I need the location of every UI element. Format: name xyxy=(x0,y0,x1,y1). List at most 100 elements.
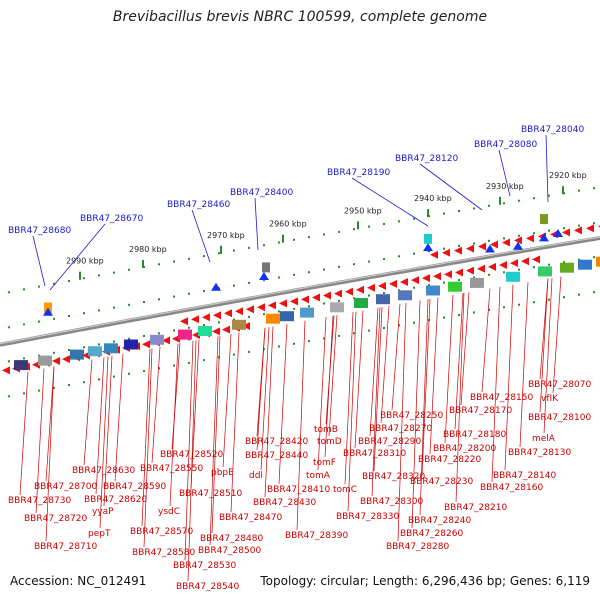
gene-arrow[interactable] xyxy=(477,264,485,273)
top-gene-label[interactable]: BBR47_28120 xyxy=(395,154,458,164)
feature-block[interactable] xyxy=(88,346,102,357)
feature-block[interactable] xyxy=(596,256,600,267)
gene-arrow[interactable] xyxy=(356,285,364,294)
gene-arrow[interactable] xyxy=(301,295,309,304)
feature-block[interactable] xyxy=(232,319,246,330)
feature-block[interactable] xyxy=(448,281,462,292)
gene-arrow[interactable] xyxy=(521,257,529,266)
bottom-gene-label[interactable]: BBR47_28170 xyxy=(449,406,512,416)
gene-arrow-upper[interactable] xyxy=(514,236,522,245)
bottom-gene-label[interactable]: BBR47_28330 xyxy=(336,512,399,522)
gene-arrow[interactable] xyxy=(466,266,474,275)
gene-arrow[interactable] xyxy=(334,289,342,298)
feature-block[interactable] xyxy=(124,339,138,350)
gene-arrow-lower[interactable] xyxy=(222,325,230,334)
bottom-gene-label[interactable]: yyaP xyxy=(92,507,114,517)
top-gene-label[interactable]: BBR47_28670 xyxy=(80,214,143,224)
top-gene-label[interactable]: BBR47_28460 xyxy=(167,200,230,210)
gene-arrow[interactable] xyxy=(422,274,430,283)
gene-arrow-lower[interactable] xyxy=(52,356,60,365)
gene-arrow[interactable] xyxy=(312,293,320,302)
gene-arrow[interactable] xyxy=(224,309,232,318)
bottom-gene-label[interactable]: BBR47_28230 xyxy=(410,477,473,487)
bottom-gene-label[interactable]: BBR47_28420 xyxy=(245,437,308,447)
bottom-gene-label[interactable]: BBR47_28620 xyxy=(84,495,147,505)
bottom-gene-label[interactable]: BBR47_28260 xyxy=(400,529,463,539)
feature-block[interactable] xyxy=(70,349,84,360)
bottom-gene-label[interactable]: BBR47_28540 xyxy=(176,582,239,592)
gene-arrow[interactable] xyxy=(433,272,441,281)
bottom-gene-label[interactable]: BBR47_28220 xyxy=(418,455,481,465)
gene-arrow[interactable] xyxy=(235,307,243,316)
feature-block[interactable] xyxy=(506,271,520,282)
bottom-gene-label[interactable]: pepT xyxy=(88,529,111,539)
bottom-gene-label[interactable]: BBR47_28700 xyxy=(34,482,97,492)
gene-arrow[interactable] xyxy=(532,255,540,264)
gene-arrow[interactable] xyxy=(213,311,221,320)
feature-block[interactable] xyxy=(578,259,592,270)
gene-arrow[interactable] xyxy=(389,279,397,288)
bottom-gene-label[interactable]: tomC xyxy=(333,485,357,495)
bottom-gene-label[interactable]: tomD xyxy=(317,437,342,447)
bottom-gene-label[interactable]: ysdC xyxy=(158,507,180,517)
strand-marker[interactable] xyxy=(43,307,53,316)
gene-arrow[interactable] xyxy=(400,278,408,286)
bottom-gene-label[interactable]: BBR47_28200 xyxy=(433,444,496,454)
bottom-gene-label[interactable]: BBR47_28290 xyxy=(358,437,421,447)
gene-arrow[interactable] xyxy=(378,281,386,290)
gene-arrow[interactable] xyxy=(455,268,463,277)
bottom-gene-label[interactable]: pbpE xyxy=(211,468,234,478)
top-gene-label[interactable]: BBR47_28680 xyxy=(8,226,71,236)
gene-arrow[interactable] xyxy=(279,299,287,308)
feature-block-upper[interactable] xyxy=(262,262,270,273)
bottom-gene-label[interactable]: BBR47_28180 xyxy=(443,430,506,440)
bottom-gene-label[interactable]: BBR47_28590 xyxy=(103,482,166,492)
bottom-gene-label[interactable]: BBR47_28070 xyxy=(528,380,591,390)
bottom-gene-label[interactable]: tomF xyxy=(313,458,336,468)
bottom-gene-label[interactable]: BBR47_28470 xyxy=(219,513,282,523)
bottom-gene-label[interactable]: tomA xyxy=(306,471,331,481)
feature-block[interactable] xyxy=(150,334,164,345)
gene-arrow[interactable] xyxy=(345,287,353,296)
bottom-gene-label[interactable]: vfIK xyxy=(541,394,559,404)
bottom-gene-label[interactable]: BBR47_28210 xyxy=(444,503,507,513)
gene-arrow[interactable] xyxy=(246,305,254,314)
strand-marker[interactable] xyxy=(211,282,221,291)
gene-arrow-lower[interactable] xyxy=(62,355,70,364)
bottom-gene-label[interactable]: BBR47_28390 xyxy=(285,531,348,541)
feature-block[interactable] xyxy=(398,290,412,301)
gene-arrow[interactable] xyxy=(257,303,265,312)
gene-arrow-lower[interactable] xyxy=(2,366,10,375)
feature-block[interactable] xyxy=(280,311,294,322)
feature-block-upper[interactable] xyxy=(424,233,432,244)
gene-arrow-upper[interactable] xyxy=(430,250,438,259)
gene-arrow[interactable] xyxy=(323,291,331,300)
gene-arrow[interactable] xyxy=(268,301,276,310)
bottom-gene-label[interactable]: BBR47_28500 xyxy=(198,546,261,556)
bottom-gene-label[interactable]: BBR47_28630 xyxy=(72,466,135,476)
gene-arrow[interactable] xyxy=(202,313,210,322)
feature-block-upper[interactable] xyxy=(540,214,548,224)
bottom-gene-label[interactable]: BBR47_28430 xyxy=(253,498,316,508)
bottom-gene-label[interactable]: BBR47_28730 xyxy=(8,496,71,506)
gene-arrow-upper[interactable] xyxy=(526,234,534,243)
top-gene-label[interactable]: BBR47_28190 xyxy=(327,168,390,178)
gene-arrow-upper[interactable] xyxy=(490,240,498,249)
feature-block[interactable] xyxy=(266,313,280,324)
gene-arrow[interactable] xyxy=(180,317,188,326)
top-gene-label[interactable]: BBR47_28040 xyxy=(521,125,584,135)
strand-marker[interactable] xyxy=(259,272,269,281)
bottom-gene-label[interactable]: BBR47_28100 xyxy=(528,413,591,423)
feature-block[interactable] xyxy=(376,294,390,305)
feature-block[interactable] xyxy=(104,343,118,354)
gene-arrow[interactable] xyxy=(191,315,199,324)
feature-block[interactable] xyxy=(354,298,368,308)
bottom-gene-label[interactable]: melA xyxy=(532,434,556,444)
gene-arrow-upper[interactable] xyxy=(586,224,594,233)
bottom-gene-label[interactable]: BBR47_28280 xyxy=(386,542,449,552)
feature-block[interactable] xyxy=(560,262,574,273)
bottom-gene-label[interactable]: BBR47_28710 xyxy=(34,542,97,552)
gene-arrow-upper[interactable] xyxy=(454,246,462,255)
gene-arrow[interactable] xyxy=(411,276,419,285)
